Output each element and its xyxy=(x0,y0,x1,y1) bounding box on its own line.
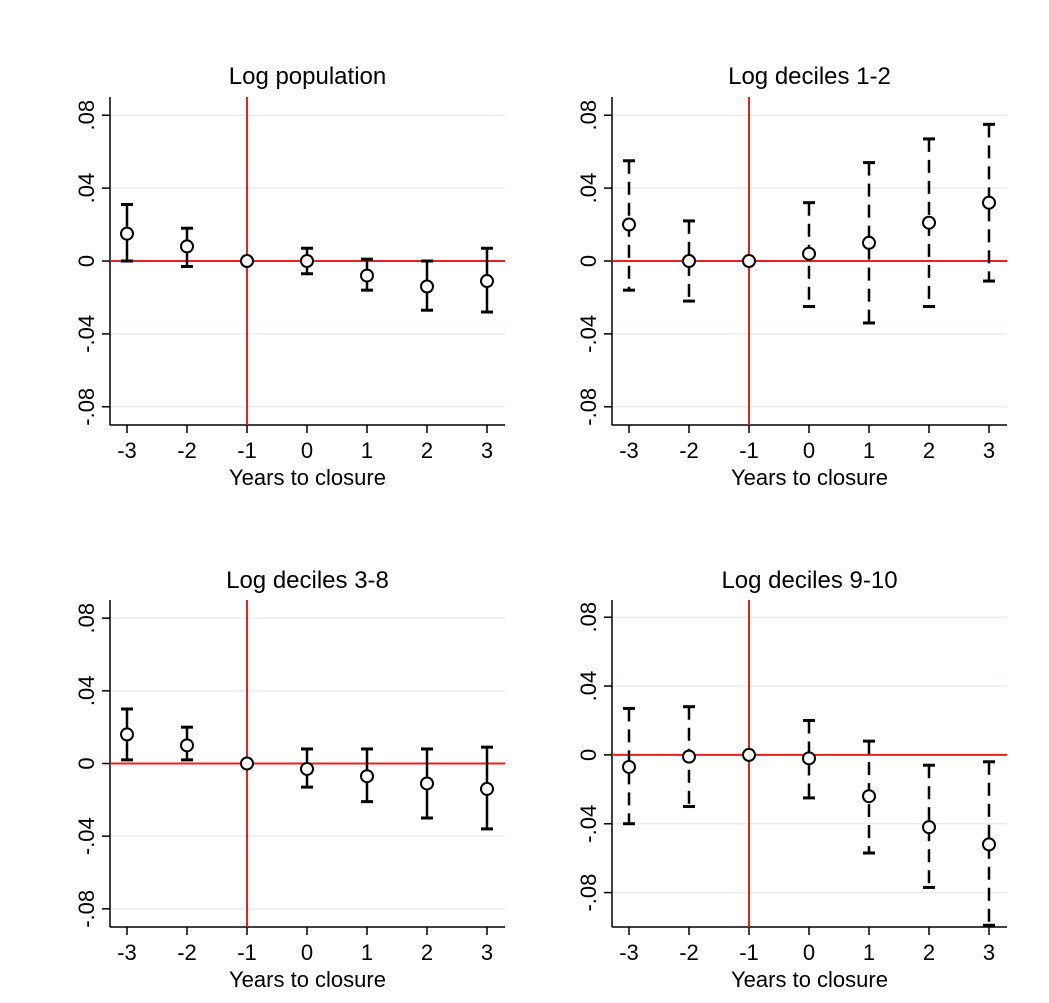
point-estimate xyxy=(862,789,876,804)
point-estimate xyxy=(802,751,816,766)
x-axis-label: Years to closure xyxy=(229,465,386,490)
point-estimate xyxy=(300,254,314,268)
x-tick-label: 1 xyxy=(361,438,373,463)
y-tick-label: .04 xyxy=(74,676,99,707)
x-tick-label: -3 xyxy=(619,438,639,463)
x-tick-label: -3 xyxy=(619,940,639,965)
y-tick-label: -.08 xyxy=(74,890,99,928)
x-tick-label: 0 xyxy=(301,438,313,463)
x-tick-label: 1 xyxy=(863,940,875,965)
x-axis-label: Years to closure xyxy=(229,967,386,992)
x-tick-label: 0 xyxy=(301,940,313,965)
x-tick-label: 3 xyxy=(983,438,995,463)
x-tick-label: 2 xyxy=(923,940,935,965)
point-estimate xyxy=(682,254,696,268)
chart-title: Log population xyxy=(229,63,386,90)
x-tick-label: -1 xyxy=(739,438,759,463)
y-tick-label: -.04 xyxy=(576,315,601,353)
chart-panel-1: .08 .04 0 -.04 -.08 -3 -2 -1 0 1 2 3 Log population Y… xyxy=(74,63,505,490)
x-tick-label: 1 xyxy=(361,940,373,965)
x-tick-label: -2 xyxy=(177,438,197,463)
x-axis-label: Years to closure xyxy=(731,465,888,490)
point-estimate xyxy=(682,749,696,764)
x-tick-label: 3 xyxy=(983,940,995,965)
x-tick-label: 2 xyxy=(923,438,935,463)
x-tick-label: -3 xyxy=(117,438,137,463)
point-estimate xyxy=(742,747,756,762)
chart-panel-2: .08 .04 0 -.04 -.08 -3 -2 -1 0 1 2 3 Log deciles 1-2… xyxy=(576,63,1007,490)
point-estimate xyxy=(240,254,254,268)
y-tick-label: .04 xyxy=(74,173,99,204)
point-estimate xyxy=(180,738,194,753)
x-tick-label: -2 xyxy=(177,940,197,965)
y-tick-label: -.04 xyxy=(576,805,601,843)
chart-title: Log deciles 1-2 xyxy=(728,63,891,90)
x-tick-label: -1 xyxy=(237,438,257,463)
point-estimate xyxy=(360,268,374,283)
point-estimate xyxy=(180,239,194,254)
point-estimate xyxy=(480,781,494,796)
x-tick-label: -2 xyxy=(679,438,699,463)
y-tick-label: -.08 xyxy=(576,388,601,426)
x-tick-label: -3 xyxy=(117,940,137,965)
point-estimate xyxy=(360,769,374,784)
y-tick-label: -.08 xyxy=(74,388,99,426)
x-tick-label: -1 xyxy=(237,940,257,965)
y-tick-label: .08 xyxy=(576,602,601,633)
chart-title: Log deciles 9-10 xyxy=(721,567,897,594)
point-estimate xyxy=(982,195,996,210)
point-estimate xyxy=(420,279,434,294)
y-tick-label: -.08 xyxy=(576,874,601,912)
y-tick-label: .08 xyxy=(74,603,99,634)
x-axis-label: Years to closure xyxy=(731,967,888,992)
point-estimate xyxy=(120,226,134,241)
x-tick-label: 0 xyxy=(803,940,815,965)
chart-panel-4: .08 .04 0 -.04 -.08 -3 -2 -1 0 1 2 3 Log deciles 9-1… xyxy=(576,567,1007,992)
point-estimate xyxy=(420,776,434,791)
y-tick-label: 0 xyxy=(74,255,99,267)
point-estimate xyxy=(922,820,936,835)
point-estimate xyxy=(922,215,936,230)
y-tick-label: 0 xyxy=(576,255,601,267)
x-tick-label: 2 xyxy=(421,940,433,965)
point-estimate xyxy=(622,217,636,232)
point-estimate xyxy=(622,759,636,774)
x-tick-label: 1 xyxy=(863,438,875,463)
point-estimate xyxy=(862,235,876,250)
y-tick-label: 0 xyxy=(74,757,99,769)
y-tick-label: 0 xyxy=(576,749,601,761)
chart-title: Log deciles 3-8 xyxy=(226,567,389,594)
point-estimate xyxy=(240,756,254,771)
y-tick-label: .04 xyxy=(576,173,601,204)
point-estimate xyxy=(480,274,494,289)
x-tick-label: -2 xyxy=(679,940,699,965)
x-tick-label: 2 xyxy=(421,438,433,463)
point-estimate xyxy=(300,761,314,776)
point-estimate xyxy=(120,727,134,742)
x-tick-label: 0 xyxy=(803,438,815,463)
x-tick-label: -1 xyxy=(739,940,759,965)
y-tick-label: .04 xyxy=(576,671,601,702)
y-tick-label: .08 xyxy=(74,100,99,131)
y-tick-label: -.04 xyxy=(74,315,99,353)
y-tick-label: .08 xyxy=(576,100,601,131)
point-estimate xyxy=(982,837,996,852)
x-tick-label: 3 xyxy=(481,940,493,965)
point-estimate xyxy=(802,246,816,261)
chart-panel-3: .08 .04 0 -.04 -.08 -3 -2 -1 0 1 2 3 Log deciles 3-8… xyxy=(74,567,505,992)
y-tick-label: -.04 xyxy=(74,817,99,855)
point-estimate xyxy=(742,254,756,268)
x-tick-label: 3 xyxy=(481,438,493,463)
